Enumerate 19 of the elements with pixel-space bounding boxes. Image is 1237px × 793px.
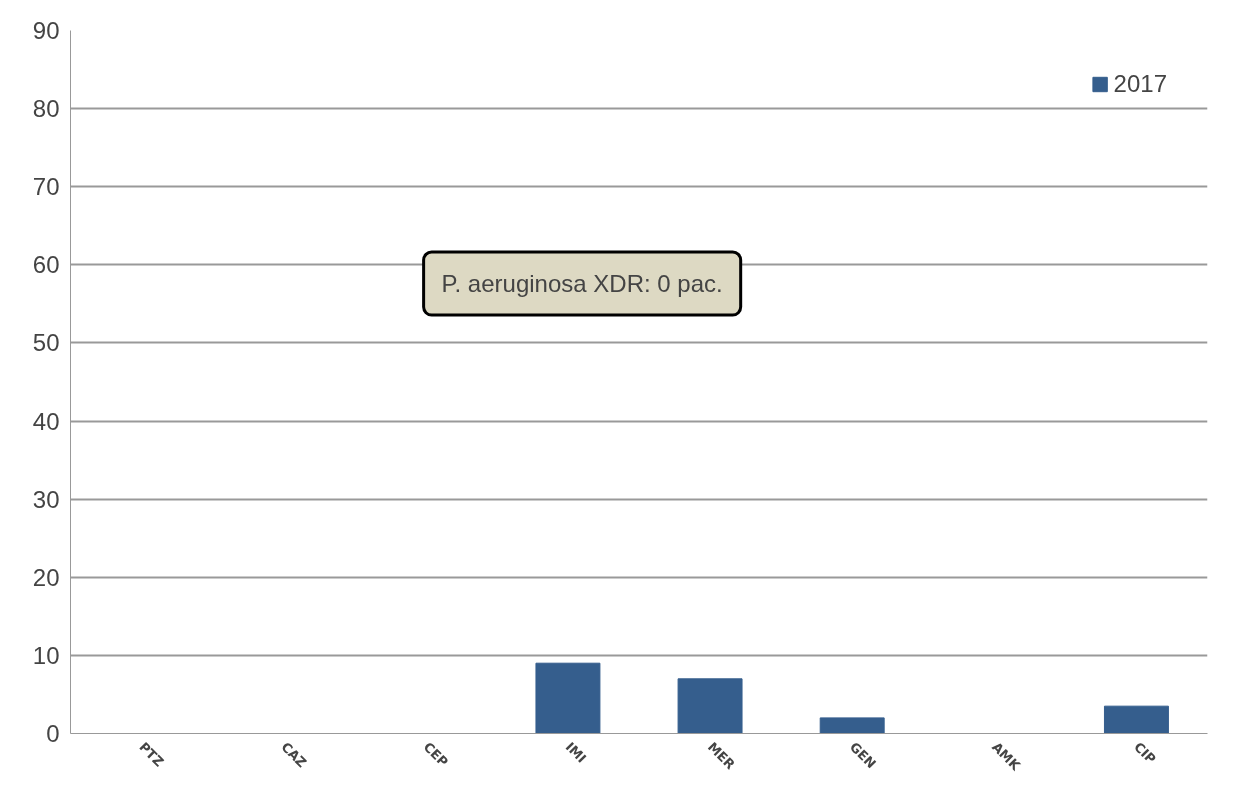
x-tick-label: CIP: [1131, 739, 1159, 767]
y-tick-label: 50: [32, 329, 60, 357]
annotation: P. aeruginosa XDR: 0 pac.: [441, 270, 723, 298]
legend-label: 2017: [1113, 70, 1167, 98]
y-tick-label: 80: [32, 95, 60, 123]
y-tick-label: 20: [32, 563, 60, 591]
x-tick-label: CEP: [420, 739, 451, 770]
x-tick-label: IMI: [562, 739, 590, 766]
y-tick-label: 70: [32, 173, 60, 201]
bar: [1103, 705, 1169, 734]
y-tick-label: 30: [32, 485, 60, 513]
y-tick-label: 60: [32, 251, 60, 279]
y-tick-label: 0: [46, 720, 60, 747]
y-tick-label: 10: [32, 641, 60, 669]
y-tick-label: 90: [32, 17, 60, 44]
y-tick-label: 40: [32, 407, 60, 435]
bar: [535, 662, 601, 734]
bar: [677, 678, 743, 734]
bar: [819, 717, 885, 734]
